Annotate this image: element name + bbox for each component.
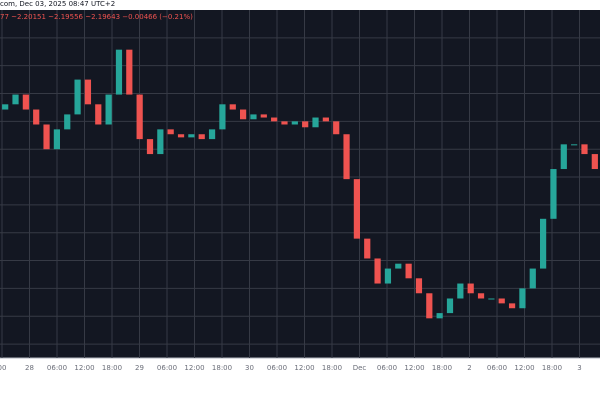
candle-body [529,268,536,289]
x-tick-label: 06:00 [487,364,507,372]
candle-body [136,94,143,140]
candle-body [477,293,485,299]
x-tick-label: 29 [135,364,144,372]
candle-body [188,134,195,138]
candle-body [312,117,319,128]
x-tick-label: 2 [467,364,471,372]
candle-body [146,139,154,155]
candle-body [343,134,350,180]
candle-body [177,134,185,138]
x-tick-label: 18:00 [432,364,452,372]
candle-body [550,169,557,219]
x-tick-label: 12:00 [404,364,424,372]
x-tick-label: 12:00 [514,364,534,372]
candle-body [333,121,340,135]
ohlc-readout: 77 ~2.20151 ~2.19556 ~2.19643 −0.00466 (… [0,13,193,21]
candle-body [384,268,392,284]
candle-body [467,283,474,294]
candle-body [560,144,567,170]
x-tick-label: 12:00 [184,364,204,372]
candle-body [446,298,454,314]
x-tick-label: 18:00 [322,364,342,372]
candle-body [95,104,102,125]
candle-body [12,94,19,105]
x-tick-label: 30 [245,364,254,372]
candle-body [22,94,29,110]
candle-body [2,104,9,110]
candle-body [84,79,92,105]
candle-body [457,283,464,299]
x-tick-label: 06:00 [157,364,177,372]
candle-body [508,303,516,309]
candle-body [426,293,433,319]
x-tick-label: 28 [25,364,34,372]
candle-body [250,114,257,120]
candle-body [571,144,578,146]
candle-body [167,129,174,135]
candle-body [488,298,495,300]
x-tick-label: 18:00 [102,364,122,372]
candle-body [291,121,298,125]
candle-body [415,278,423,294]
candle-body [374,258,381,284]
x-tick-label: 3 [577,364,581,372]
candle-body [208,129,216,140]
candle-body [322,117,329,122]
x-tick-label: 06:00 [47,364,67,372]
candle-body [43,124,50,150]
x-tick-label: 06:00 [267,364,287,372]
chart-title: com, Dec 03, 2025 08:47 UTC+2 [0,0,115,8]
candle-body [519,288,526,309]
x-tick-label: 00 [0,364,6,372]
candle-body [540,218,547,269]
x-tick-label: 06:00 [377,364,397,372]
x-tick-label: 18:00 [542,364,562,372]
candle-body [364,238,371,259]
candle-body [33,109,40,125]
candle-body [53,129,60,150]
candle-body [219,104,226,130]
candle-body [260,114,267,118]
candle-body [302,121,309,128]
candle-body [229,104,236,110]
candle-body [395,263,402,269]
candle-body [105,94,112,125]
candle-body [271,117,278,122]
candle-body [64,114,71,130]
candle-body [126,49,133,95]
x-tick-label: 12:00 [74,364,94,372]
candle-body [281,121,288,125]
candle-body [498,298,505,304]
candle-body [581,144,588,155]
candle-body [353,179,360,239]
candle-body [198,134,205,140]
x-tick-label: 18:00 [212,364,232,372]
candle-body [240,109,247,120]
candle-body [157,129,164,155]
candle-body [405,263,412,279]
candle-body [436,313,443,319]
x-tick-label: 12:00 [294,364,314,372]
candle-body [115,49,123,95]
x-tick-label: Dec [353,364,367,372]
candle-body [74,79,81,115]
candle-body [591,154,598,170]
